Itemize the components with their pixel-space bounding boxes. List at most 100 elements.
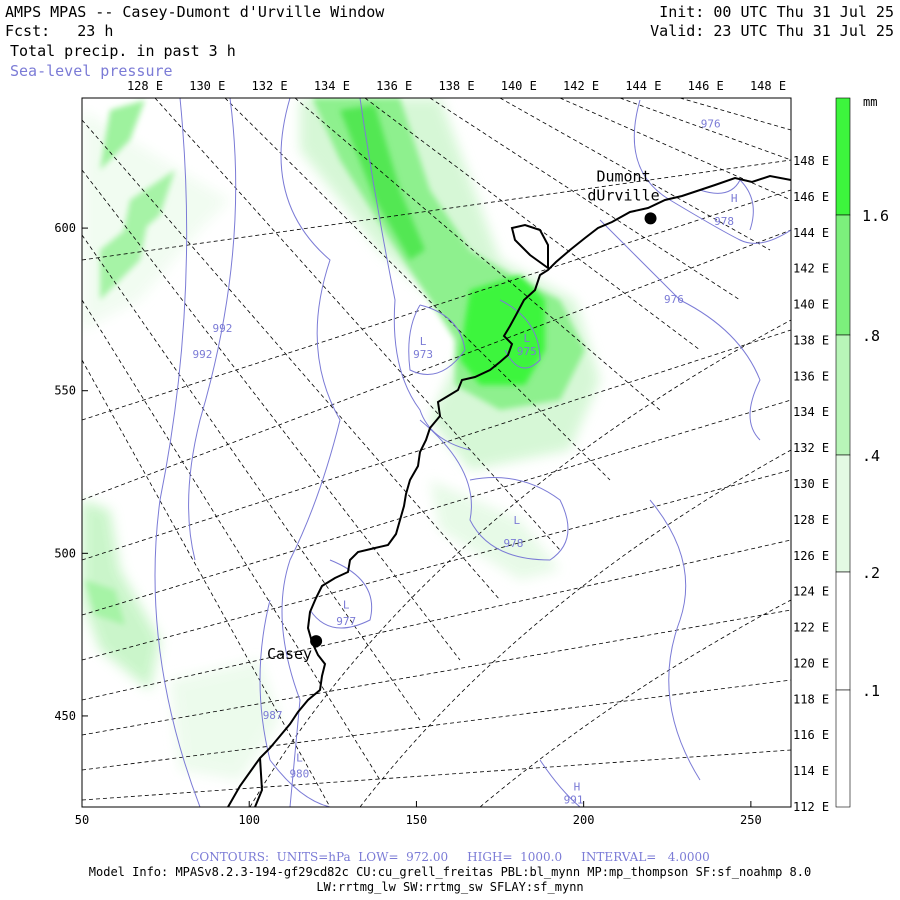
pressure-label: 973 xyxy=(413,348,433,361)
station-label-durville: dUrville xyxy=(587,186,659,204)
init-time: Init: 00 UTC Thu 31 Jul 25 xyxy=(659,3,894,21)
top-longitude-label: 128 E xyxy=(127,79,163,93)
graticule-lines-cross xyxy=(82,159,791,801)
right-longitude-label: 128 E xyxy=(793,513,829,527)
right-longitude-label: 114 E xyxy=(793,764,829,778)
pressure-label: 978 xyxy=(503,537,523,550)
isobar-992 xyxy=(154,98,201,807)
right-longitude-label: 138 E xyxy=(793,333,829,347)
pressure-label: H xyxy=(574,781,581,794)
right-longitude-label: 126 E xyxy=(793,549,829,563)
isobar-980-east xyxy=(599,219,761,441)
coastline-inlet xyxy=(510,223,549,270)
pressure-label: 976 xyxy=(664,293,684,306)
right-longitude-label: 118 E xyxy=(793,692,829,706)
station-label-casey: Casey xyxy=(267,645,312,663)
colorbar-segment xyxy=(835,571,851,691)
graticule-latitude-arc-2 xyxy=(359,449,791,807)
pressure-contours xyxy=(154,98,791,807)
colorbar-label: .1 xyxy=(862,682,880,700)
right-longitude-label: 132 E xyxy=(793,441,829,455)
colorbar: mm 1.6 .8 .4 .2 .1 xyxy=(835,95,889,808)
forecast-label-key: Fcst: xyxy=(5,22,51,40)
precip-patch-west xyxy=(85,580,125,625)
colorbar-segment xyxy=(835,214,851,336)
precip-heavy-streak xyxy=(340,105,425,260)
colorbar-segment xyxy=(835,689,851,808)
precip-streak-3 xyxy=(100,210,150,300)
right-longitude-label: 142 E xyxy=(793,262,829,276)
isobar-984 xyxy=(280,98,341,807)
precip-light-area-west xyxy=(82,500,160,690)
x-tick-label: 50 xyxy=(75,813,89,827)
isobar-984-east xyxy=(649,499,701,781)
pressure-label: 987 xyxy=(263,709,283,722)
isobar-980-mid xyxy=(419,419,569,561)
right-longitude-label: 122 E xyxy=(793,621,829,635)
pressure-label: L xyxy=(296,751,303,764)
pressure-label: L xyxy=(420,335,427,348)
top-longitude-label: 142 E xyxy=(563,79,599,93)
y-tick-label: 600 xyxy=(54,221,76,235)
colorbar-label: .4 xyxy=(862,447,880,465)
overlay-name: Sea-level pressure xyxy=(10,62,173,80)
x-tick-label: 150 xyxy=(406,813,428,827)
right-longitude-label: 136 E xyxy=(793,369,829,383)
station-dot-casey xyxy=(310,635,323,648)
model-info-line1: Model Info: MPASv8.2.3-194-gf29cd82c CU:… xyxy=(88,865,812,879)
y-tick-label: 550 xyxy=(54,384,76,398)
isobar-972-low xyxy=(408,304,466,375)
right-longitude-label: 124 E xyxy=(793,585,829,599)
y-tick-label: 450 xyxy=(54,709,76,723)
colorbar-segment xyxy=(835,334,851,456)
top-longitude-label: 138 E xyxy=(438,79,474,93)
pressure-label: 976 xyxy=(701,117,721,130)
pressure-label: 978 xyxy=(714,215,734,228)
plot-frame xyxy=(81,97,792,808)
right-longitude-label: 144 E xyxy=(793,226,829,240)
pressure-label: 977 xyxy=(336,615,356,628)
colorbar-label: .8 xyxy=(862,327,880,345)
forecast-hours: 23 h xyxy=(77,22,114,40)
pressure-label: L xyxy=(343,599,350,612)
right-longitude-label: 134 E xyxy=(793,405,829,419)
station-label-dumont: Dumont xyxy=(596,167,650,185)
pressure-labels: 976H978976992992L973L975L978L977987L980H… xyxy=(192,117,737,806)
x-tick-label: 200 xyxy=(573,813,595,827)
pressure-label: 992 xyxy=(213,322,233,335)
isobar-980-south xyxy=(309,559,373,629)
right-longitude-label: 140 E xyxy=(793,298,829,312)
pressure-label: 980 xyxy=(289,768,309,781)
isobar-988 xyxy=(188,98,237,561)
top-longitude-label: 130 E xyxy=(189,79,225,93)
coastline-southwest-spur xyxy=(254,757,264,807)
right-longitude-label: 116 E xyxy=(793,728,829,742)
top-longitude-label: 134 E xyxy=(314,79,350,93)
right-longitude-label: 112 E xyxy=(793,800,829,814)
colorbar-label: 1.6 xyxy=(862,207,889,225)
pressure-label: 992 xyxy=(192,348,212,361)
coastline-main xyxy=(227,174,791,807)
isobar-976-east xyxy=(633,99,791,244)
right-longitude-label: 120 E xyxy=(793,656,829,670)
top-longitude-label: 140 E xyxy=(501,79,537,93)
pressure-label: H xyxy=(731,192,738,205)
field-name: Total precip. in past 3 h xyxy=(10,42,236,60)
map-title: AMPS MPAS -- Casey-Dumont d'Urville Wind… xyxy=(5,3,385,21)
model-info-line2: LW:rrtmg_lw SW:rrtmg_sw SFLAY:sf_mynn xyxy=(316,880,584,894)
top-longitude-label: 144 E xyxy=(625,79,661,93)
isobar-988-southeast xyxy=(539,759,581,807)
x-tick-label: 100 xyxy=(238,813,260,827)
station-markers: Dumont dUrville Casey xyxy=(267,167,660,663)
graticule-latitude-arc-3 xyxy=(479,599,791,807)
precip-streak-1 xyxy=(100,100,145,170)
colorbar-label: .2 xyxy=(862,564,880,582)
top-longitude-label: 148 E xyxy=(750,79,786,93)
contour-info: CONTOURS: UNITS=hPa LOW= 972.00 HIGH= 10… xyxy=(190,850,710,864)
valid-time: Valid: 23 UTC Thu 31 Jul 25 xyxy=(650,22,894,40)
precip-light-area-southwest xyxy=(170,660,280,780)
forecast-label: Fcst: 23 h xyxy=(5,22,113,40)
precip-light-area-mid xyxy=(430,480,560,580)
pressure-label: 991 xyxy=(564,794,584,807)
top-longitude-label: 132 E xyxy=(252,79,288,93)
